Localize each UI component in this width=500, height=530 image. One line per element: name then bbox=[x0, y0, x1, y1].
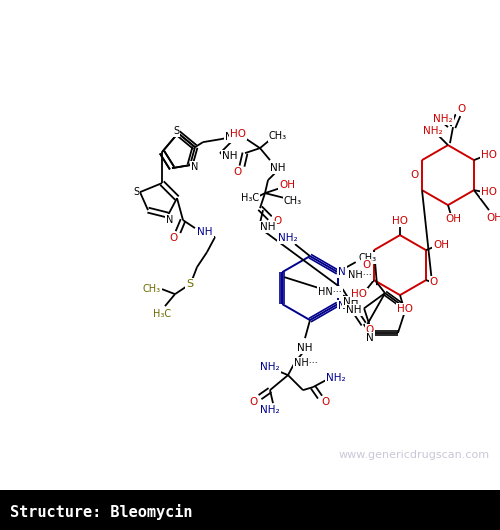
Text: O: O bbox=[410, 170, 418, 180]
Text: NH: NH bbox=[346, 305, 362, 315]
Text: NH₂: NH₂ bbox=[433, 114, 453, 124]
Text: HO: HO bbox=[397, 304, 413, 314]
Text: www.genericdrugscan.com: www.genericdrugscan.com bbox=[339, 450, 490, 460]
Text: NH₂: NH₂ bbox=[278, 233, 298, 243]
Text: N: N bbox=[338, 267, 345, 277]
Text: O: O bbox=[322, 397, 330, 407]
Text: N: N bbox=[166, 215, 173, 225]
Text: O: O bbox=[169, 233, 177, 243]
Text: HO: HO bbox=[392, 216, 408, 226]
Text: NH···: NH··· bbox=[294, 358, 318, 368]
Text: S: S bbox=[173, 126, 179, 136]
Text: Structure: Bleomycin: Structure: Bleomycin bbox=[10, 504, 192, 520]
Text: O: O bbox=[362, 260, 370, 270]
Text: CH₃: CH₃ bbox=[358, 253, 377, 263]
Text: NH: NH bbox=[270, 163, 286, 173]
Text: O: O bbox=[366, 325, 374, 335]
Text: NH₂: NH₂ bbox=[260, 405, 280, 415]
Text: O: O bbox=[430, 277, 438, 287]
Text: O: O bbox=[234, 167, 242, 177]
Text: CH₃: CH₃ bbox=[269, 131, 287, 141]
Text: HO: HO bbox=[351, 289, 367, 299]
Text: S: S bbox=[186, 279, 194, 289]
Text: N: N bbox=[338, 301, 345, 311]
Text: HO: HO bbox=[481, 187, 497, 197]
Text: OH: OH bbox=[279, 180, 295, 190]
Text: NH: NH bbox=[297, 343, 313, 353]
Text: HO: HO bbox=[230, 129, 246, 139]
Text: CH₃: CH₃ bbox=[143, 284, 161, 294]
Text: O: O bbox=[457, 104, 465, 114]
Text: HN···: HN··· bbox=[318, 287, 342, 297]
Text: N: N bbox=[192, 162, 198, 172]
Text: S: S bbox=[133, 187, 139, 197]
Text: OH: OH bbox=[433, 240, 449, 250]
Text: HO: HO bbox=[481, 150, 497, 160]
Text: O: O bbox=[250, 397, 258, 407]
Text: NH: NH bbox=[260, 222, 276, 232]
Text: NH₂: NH₂ bbox=[260, 362, 280, 372]
Text: OH: OH bbox=[486, 213, 500, 223]
Text: O: O bbox=[273, 216, 281, 226]
Text: H₃C: H₃C bbox=[153, 309, 171, 319]
Text: NH: NH bbox=[197, 227, 213, 237]
Text: H₃C: H₃C bbox=[241, 193, 259, 203]
Text: CH₃: CH₃ bbox=[284, 196, 302, 206]
Text: NH: NH bbox=[222, 151, 238, 161]
Text: NH₂: NH₂ bbox=[423, 126, 443, 136]
Text: NH₂: NH₂ bbox=[326, 373, 346, 383]
Text: NH: NH bbox=[343, 297, 358, 307]
Text: OH: OH bbox=[445, 214, 461, 224]
Text: NH: NH bbox=[225, 132, 241, 142]
Text: N: N bbox=[366, 333, 374, 343]
Text: NH···: NH··· bbox=[348, 270, 372, 280]
